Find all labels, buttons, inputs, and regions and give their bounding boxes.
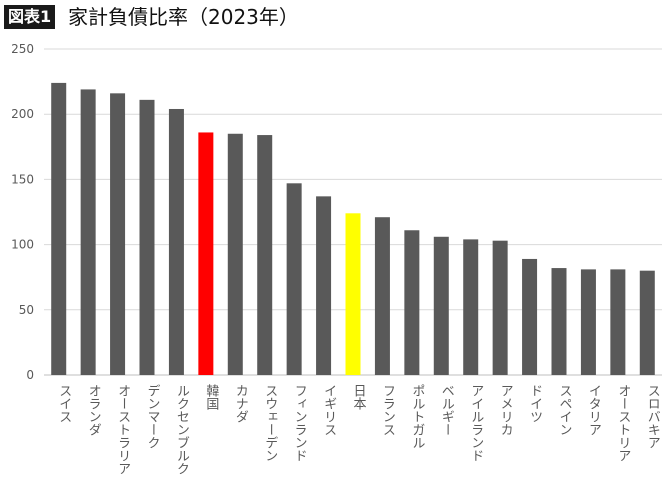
x-tick-label: フランス [380,384,395,436]
x-tick-label: オランダ [86,384,101,436]
bar [610,269,626,375]
x-axis: スイス オランダ オーストラリア デンマーク ルクセンブルク 韓国 カナダ スウェーデン フィン… [56,384,660,475]
y-tick-label: 200 [11,107,34,121]
bar [492,240,508,375]
y-tick-label: 100 [11,238,34,252]
figure-badge: 図表1 [4,5,56,29]
x-tick-label: フィンランド [292,384,307,462]
y-axis: 0 50 100 150 200 250 [11,42,34,382]
chart-title: 家計負債比率（2023年） [68,5,299,29]
x-tick-label: 韓国 [203,384,219,410]
y-tick-label: 250 [11,42,34,56]
bar [316,196,332,375]
x-tick-label: ルクセンブルク [174,384,190,475]
bar [286,183,302,375]
x-tick-label: イギリス [321,384,336,436]
x-tick-label: アイルランド [468,384,483,462]
bar [139,99,155,375]
bar [345,213,361,375]
bar [522,258,538,375]
bar [433,236,449,375]
bar [404,230,420,375]
x-tick-label: アメリカ [498,384,513,436]
x-tick-label: オーストリア [615,384,630,462]
bar [374,217,390,375]
y-tick-label: 150 [11,172,34,186]
x-tick-label: カナダ [233,384,248,423]
bar [168,108,184,375]
bar [580,269,596,375]
x-tick-label: スウェーデン [262,384,277,462]
x-tick-label: ポルトガル [409,384,424,449]
y-tick-label: 50 [19,303,34,317]
bar [80,89,96,375]
bar [639,270,655,375]
x-tick-label: 日本 [351,384,367,410]
x-tick-label: ベルギー [439,384,455,436]
x-tick-label: スロバキア [645,384,661,449]
bar [51,82,67,376]
bar [463,239,479,375]
chart-header: 図表1 家計負債比率（2023年） [0,0,670,34]
bar [551,268,567,375]
bars [51,82,655,376]
y-tick-label: 0 [26,368,34,382]
bar [227,133,243,375]
bar [257,135,273,375]
x-tick-label: ドイツ [527,384,542,423]
x-tick-label: スペイン [557,384,573,436]
bar [110,93,126,375]
x-tick-label: オーストラリア [115,384,130,475]
bar [198,132,214,375]
x-tick-label: デンマーク [145,384,160,449]
x-tick-label: イタリア [586,384,601,436]
x-tick-label: スイス [56,384,71,423]
